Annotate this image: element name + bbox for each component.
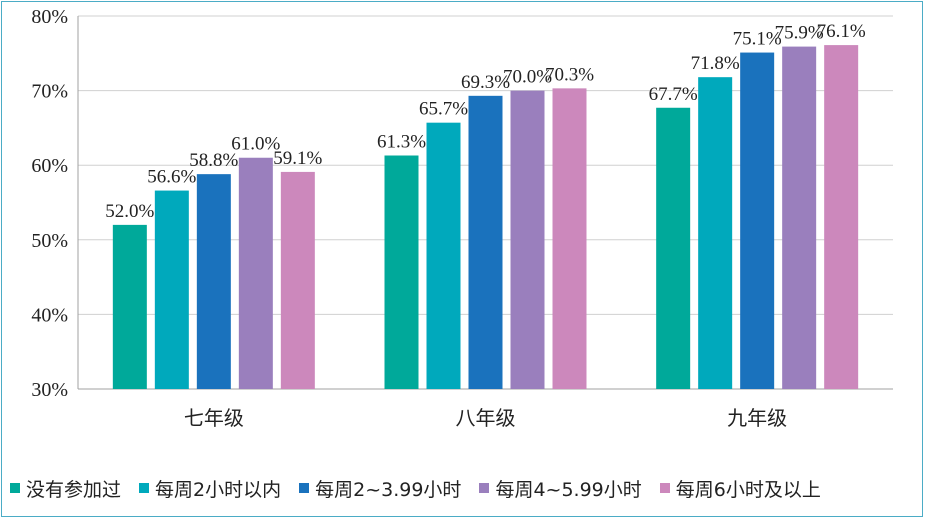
legend-swatch xyxy=(659,483,670,493)
data-label: 56.6% xyxy=(147,167,196,188)
bar xyxy=(426,122,461,389)
legend-swatch xyxy=(299,483,310,493)
legend-item: 每周4~5.99小时 xyxy=(479,475,642,502)
y-tick-label: 80% xyxy=(31,6,68,28)
bar xyxy=(782,46,817,389)
bar xyxy=(656,107,691,390)
bar xyxy=(698,77,733,389)
legend-swatch xyxy=(139,483,150,493)
data-label: 69.3% xyxy=(461,72,510,93)
y-tick-label: 30% xyxy=(31,379,68,401)
legend-item: 每周2~3.99小时 xyxy=(299,475,461,502)
data-label: 59.1% xyxy=(273,148,322,169)
data-label: 71.8% xyxy=(691,53,740,74)
y-tick-label: 70% xyxy=(31,81,68,103)
y-tick-label: 60% xyxy=(31,155,68,177)
legend-label: 每周6小时及以上 xyxy=(675,478,821,501)
x-category-label: 九年级 xyxy=(727,406,787,430)
legend-label: 每周2~3.99小时 xyxy=(315,478,462,501)
x-category-label: 七年级 xyxy=(184,406,244,430)
data-label: 58.8% xyxy=(189,150,238,171)
legend-swatch xyxy=(10,483,20,493)
bar xyxy=(112,224,147,389)
legend: 没有参加过 每周2小时以内 每周2~3.99小时 每周4~5.99小时 每周6小时及以上 xyxy=(10,474,821,502)
data-label: 70.0% xyxy=(503,67,552,88)
bar xyxy=(824,45,859,390)
bar xyxy=(196,174,231,389)
bar xyxy=(468,95,503,390)
bar xyxy=(280,171,315,389)
data-label: 76.1% xyxy=(817,21,866,42)
y-tick-label: 50% xyxy=(31,230,68,252)
legend-label: 每周2小时以内 xyxy=(155,478,282,501)
data-label: 70.3% xyxy=(545,64,594,85)
data-label: 75.1% xyxy=(733,29,782,50)
bar xyxy=(154,190,189,389)
bar xyxy=(384,155,419,389)
bar xyxy=(510,90,545,389)
bar xyxy=(552,88,587,389)
legend-item: 每周6小时及以上 xyxy=(659,475,821,502)
data-label: 61.0% xyxy=(231,134,280,155)
x-category-label: 八年级 xyxy=(456,406,516,430)
data-label: 75.9% xyxy=(775,23,824,44)
legend-label: 每周4~5.99小时 xyxy=(495,478,642,501)
bar xyxy=(740,52,775,389)
data-label: 52.0% xyxy=(105,201,154,222)
y-tick-label: 40% xyxy=(31,304,68,326)
legend-item: 每周2小时以内 xyxy=(139,475,281,502)
bar xyxy=(238,157,273,389)
data-label: 67.7% xyxy=(649,84,698,105)
data-label: 61.3% xyxy=(377,132,426,153)
legend-label: 没有参加过 xyxy=(26,478,122,501)
legend-item: 没有参加过 xyxy=(10,475,121,502)
legend-swatch xyxy=(479,483,490,493)
data-label: 65.7% xyxy=(419,99,468,120)
